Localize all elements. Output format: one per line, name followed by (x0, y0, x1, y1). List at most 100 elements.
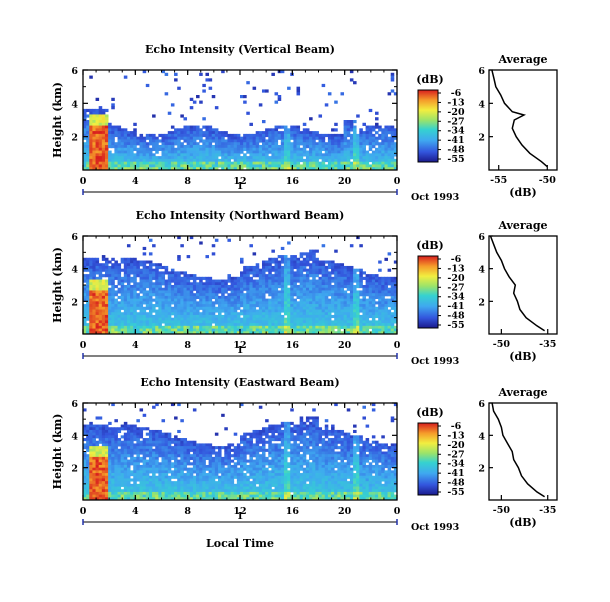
heatmap-cell (378, 323, 382, 326)
heatmap-cell (127, 301, 131, 304)
heatmap-cell (297, 266, 301, 269)
heatmap-cell (143, 301, 147, 304)
profile-line (491, 236, 545, 331)
heatmap-cell (297, 312, 301, 315)
heatmap-cell (356, 315, 360, 318)
heatmap-cell (227, 329, 231, 332)
heatmap-cell (231, 312, 235, 315)
heatmap-cell (136, 468, 140, 471)
heatmap-cell (381, 323, 385, 326)
heatmap-cell (249, 137, 253, 140)
heatmap-cell (140, 470, 144, 473)
heatmap-cell (319, 162, 323, 165)
heatmap-cell (162, 495, 166, 498)
heatmap-cell (347, 296, 351, 299)
heatmap-cell (162, 476, 166, 479)
heatmap-cell (322, 145, 326, 148)
x-tick-label: 20 (338, 176, 352, 187)
heatmap-cell (334, 293, 338, 296)
heatmap-cell (99, 476, 103, 479)
heatmap-cell (356, 282, 360, 285)
heatmap-cell (337, 282, 341, 285)
heatmap-cell (168, 112, 172, 115)
heatmap-cell (303, 263, 307, 266)
heatmap-cell (146, 159, 150, 162)
heatmap-cell (127, 430, 131, 433)
heatmap-cell (215, 106, 219, 109)
heatmap-cell (180, 285, 184, 288)
heatmap-cell (384, 318, 388, 321)
heatmap-cell (340, 299, 344, 302)
heatmap-cell (256, 131, 260, 134)
heatmap-cell (130, 156, 134, 159)
heatmap-cell (105, 323, 109, 326)
heatmap-cell (344, 271, 348, 274)
heatmap-cell (133, 438, 137, 441)
heatmap-cell (350, 288, 354, 291)
heatmap-cell (187, 323, 191, 326)
heatmap-cell (162, 438, 166, 441)
heatmap-cell (350, 320, 354, 323)
heatmap-cell (152, 277, 156, 280)
heatmap-cell (246, 81, 250, 84)
heatmap-cell (133, 427, 137, 430)
heatmap-cell (121, 449, 125, 452)
heatmap-cell (162, 329, 166, 332)
heatmap-cell (92, 293, 96, 296)
heatmap-cell (193, 277, 197, 280)
heatmap-cell (158, 304, 162, 307)
heatmap-cell (171, 484, 175, 487)
heatmap-cell (86, 131, 90, 134)
heatmap-cell (174, 323, 178, 326)
heatmap-cell (136, 162, 140, 165)
heatmap-cell (328, 320, 332, 323)
heatmap-cell (356, 139, 360, 142)
heatmap-cell (158, 277, 162, 280)
heatmap-cell (89, 271, 93, 274)
heatmap-cell (143, 164, 147, 167)
heatmap-cell (92, 449, 96, 452)
heatmap-cell (215, 290, 219, 293)
heatmap-cell (187, 277, 191, 280)
heatmap-cell (227, 288, 231, 291)
heatmap-cell (227, 301, 231, 304)
heatmap-cell (121, 318, 125, 321)
heatmap-cell (340, 153, 344, 156)
heatmap-cell (372, 299, 376, 302)
heatmap-cell (96, 145, 100, 148)
heatmap-cell (124, 323, 128, 326)
heatmap-cell (322, 156, 326, 159)
heatmap-cell (262, 293, 266, 296)
heatmap-cell (259, 323, 263, 326)
heatmap-cell (315, 301, 319, 304)
heatmap-cell (359, 148, 363, 151)
heatmap-cell (124, 151, 128, 154)
heatmap-cell (366, 304, 370, 307)
heatmap-cell (275, 307, 279, 310)
heatmap-cell (215, 315, 219, 318)
heatmap-cell (140, 299, 144, 302)
heatmap-cell (118, 145, 122, 148)
heatmap-cell (215, 156, 219, 159)
heatmap-cell (96, 159, 100, 162)
heatmap-cell (183, 318, 187, 321)
heatmap-cell (114, 148, 118, 151)
heatmap-cell (275, 266, 279, 269)
heatmap-cell (271, 290, 275, 293)
heatmap-cell (243, 285, 247, 288)
heatmap-cell (96, 454, 100, 457)
heatmap-cell (290, 310, 294, 313)
heatmap-cell (353, 299, 357, 302)
heatmap-cell (384, 304, 388, 307)
heatmap-cell (227, 318, 231, 321)
heatmap-cell (127, 288, 131, 291)
heatmap-cell (253, 288, 257, 291)
heatmap-cell (369, 164, 373, 167)
heatmap-cell (249, 162, 253, 165)
heatmap-cell (391, 148, 395, 151)
heatmap-cell (202, 310, 206, 313)
heatmap-cell (246, 148, 250, 151)
heatmap-cell (152, 438, 156, 441)
heatmap-cell (290, 153, 294, 156)
heatmap-cell (86, 478, 90, 481)
